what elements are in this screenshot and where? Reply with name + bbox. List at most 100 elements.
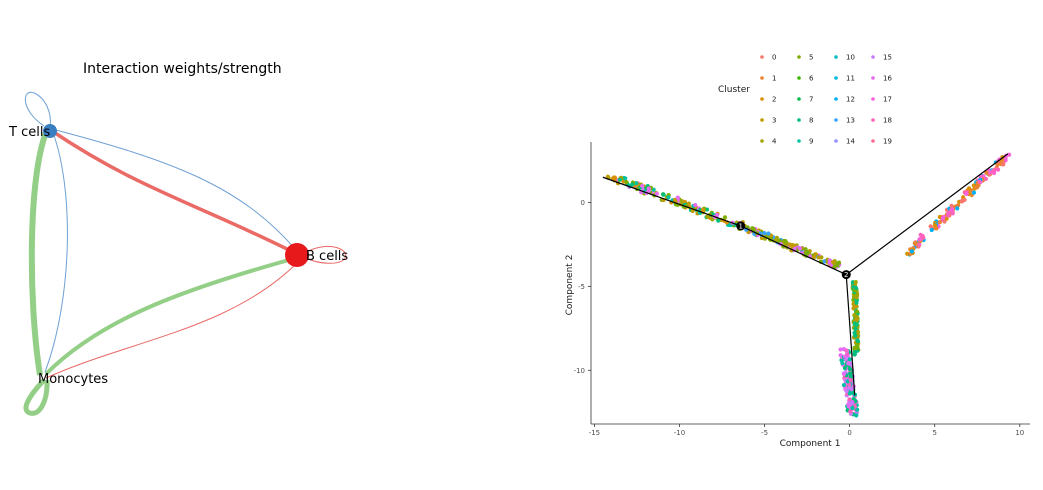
scatter-point bbox=[854, 342, 860, 347]
scatter-point bbox=[854, 309, 860, 314]
scatter-point bbox=[700, 207, 706, 213]
scatter-point bbox=[705, 214, 710, 219]
legend-key-14 bbox=[834, 139, 838, 143]
scatter-point bbox=[932, 223, 938, 228]
scatter-point bbox=[854, 317, 859, 322]
scatter-point bbox=[971, 190, 977, 195]
scatter-point bbox=[955, 206, 960, 211]
scatter-point bbox=[762, 231, 767, 236]
edge-tcells-bcells-thin bbox=[51, 128, 297, 251]
scatter-point bbox=[909, 249, 915, 254]
legend-key-17 bbox=[871, 97, 875, 101]
scatter-point bbox=[842, 354, 848, 359]
scatter-point bbox=[950, 211, 955, 216]
scatter-point bbox=[854, 304, 859, 309]
scatter-point bbox=[850, 405, 855, 411]
scatter-point bbox=[937, 214, 942, 220]
axes: -15 -10 -5 0 5 10 0 -5 -10 bbox=[574, 142, 1030, 437]
legend-key-19 bbox=[871, 139, 875, 143]
scatter-point bbox=[855, 338, 860, 343]
scatter-point bbox=[973, 185, 979, 190]
scatter-point bbox=[847, 382, 852, 387]
scatter-point bbox=[990, 169, 995, 174]
scatter-point bbox=[945, 213, 951, 218]
legend-key-15 bbox=[871, 55, 875, 59]
scatter-point bbox=[848, 378, 853, 383]
scatter-point bbox=[675, 195, 680, 200]
scatter-point bbox=[827, 258, 832, 263]
scatter-point bbox=[950, 207, 955, 212]
scatter-point bbox=[849, 400, 854, 406]
legend-label-9: 9 bbox=[809, 138, 813, 146]
legend-key-7 bbox=[797, 97, 801, 101]
x-tick-label: 0 bbox=[847, 429, 851, 437]
legend-label-5: 5 bbox=[809, 54, 813, 62]
x-tick-label: -10 bbox=[674, 429, 685, 437]
scatter-point bbox=[983, 176, 989, 182]
legend-key-6 bbox=[797, 76, 801, 80]
scatter-point bbox=[1001, 162, 1006, 167]
branch-point-1 bbox=[736, 221, 746, 231]
scatter-point bbox=[912, 241, 917, 246]
scatter-point bbox=[853, 280, 858, 285]
scatter-point bbox=[962, 197, 967, 202]
scatter-point bbox=[811, 255, 816, 260]
scatter-point bbox=[813, 252, 818, 257]
legend-key-1 bbox=[760, 76, 764, 80]
scatter-point bbox=[722, 215, 728, 220]
legend-key-8 bbox=[797, 118, 801, 122]
scatter-point bbox=[928, 224, 933, 229]
legend-key-18 bbox=[871, 118, 875, 122]
legend-label-16: 16 bbox=[883, 75, 892, 83]
scatter-point bbox=[693, 203, 698, 208]
scatter-point bbox=[830, 260, 836, 265]
scatter-point bbox=[838, 353, 843, 358]
scatter-point bbox=[716, 218, 721, 223]
scatter-point bbox=[605, 174, 610, 179]
legend-label-12: 12 bbox=[846, 96, 855, 104]
edge-tcells-mono-thin bbox=[44, 129, 68, 373]
edge-bcells-mono-thin bbox=[45, 261, 299, 379]
legend-title: Cluster bbox=[718, 85, 750, 95]
scatter-point bbox=[679, 199, 684, 204]
legend-key-9 bbox=[797, 139, 801, 143]
network-title: Interaction weights/strength bbox=[83, 61, 282, 77]
scatter-point bbox=[844, 389, 849, 394]
scatter-point bbox=[917, 237, 922, 242]
scatter-point bbox=[944, 216, 949, 221]
interaction-network-panel: Interaction weights/strength T cells B c… bbox=[0, 0, 520, 486]
x-tick-label: -15 bbox=[589, 429, 600, 437]
legend-key-13 bbox=[834, 118, 838, 122]
legend-label-14: 14 bbox=[846, 138, 855, 146]
x-tick-label: 5 bbox=[932, 429, 936, 437]
branch-point-label-1: 1 bbox=[739, 223, 743, 231]
y-tick-label: -5 bbox=[578, 283, 585, 291]
scatter-point bbox=[803, 250, 808, 255]
scatter-point bbox=[917, 242, 922, 247]
edge-tcells-mono-thick bbox=[28, 126, 51, 376]
x-tick-label: -5 bbox=[761, 429, 768, 437]
loop-mono bbox=[23, 378, 50, 416]
scatter-point bbox=[853, 285, 858, 290]
scatter-point bbox=[661, 192, 666, 197]
scatter-point bbox=[937, 219, 942, 225]
scatter-point bbox=[1007, 152, 1012, 157]
legend-label-7: 7 bbox=[809, 96, 813, 104]
scatter-point bbox=[623, 176, 628, 181]
scatter-point bbox=[803, 247, 808, 252]
interaction-network: Interaction weights/strength T cells B c… bbox=[8, 61, 348, 416]
scatter-point bbox=[630, 182, 635, 187]
scatter-point bbox=[841, 371, 847, 377]
legend-key-0 bbox=[760, 55, 764, 59]
scatter-point bbox=[816, 255, 821, 260]
scatter-point bbox=[842, 365, 847, 371]
data-points bbox=[605, 152, 1012, 418]
scatter-point bbox=[964, 191, 969, 196]
node-tcells bbox=[43, 124, 57, 138]
scatter-point bbox=[847, 366, 853, 372]
scatter-point bbox=[715, 212, 720, 218]
legend-label-17: 17 bbox=[883, 96, 892, 104]
edge-tcells-bcells bbox=[51, 129, 298, 256]
